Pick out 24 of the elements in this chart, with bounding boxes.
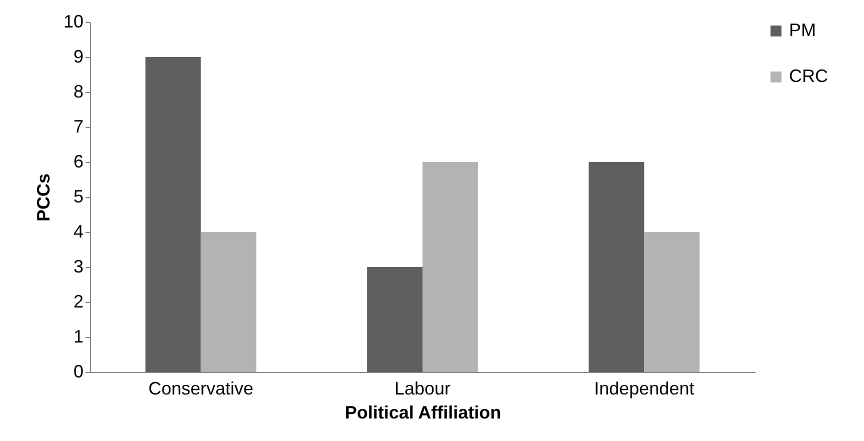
y-tick-label: 2 [73,292,84,312]
x-tick-label: Conservative [148,378,254,398]
y-tick-label: 8 [73,82,84,102]
bar [422,162,478,372]
y-tick-label: 6 [73,152,84,172]
y-tick-label: 4 [73,222,84,242]
y-tick-label: 7 [73,116,84,136]
y-axis-title: PCCs [33,173,54,222]
y-tick-label: 1 [73,326,84,346]
bar [588,162,644,372]
y-tick-label: 10 [63,12,84,32]
bar [644,232,700,372]
y-tick-label: 3 [73,256,84,276]
bar [367,267,422,372]
bar [200,232,256,372]
y-tick-label: 0 [73,362,84,382]
x-tick-label: Independent [594,378,694,398]
y-tick-label: 5 [73,186,84,206]
y-tick-label: 9 [73,46,84,66]
bar [145,57,201,372]
legend-label: CRC [789,66,828,86]
legend-label: PM [789,20,816,40]
x-tick-label: Labour [394,378,451,398]
x-axis-title: Political Affiliation [344,402,502,422]
